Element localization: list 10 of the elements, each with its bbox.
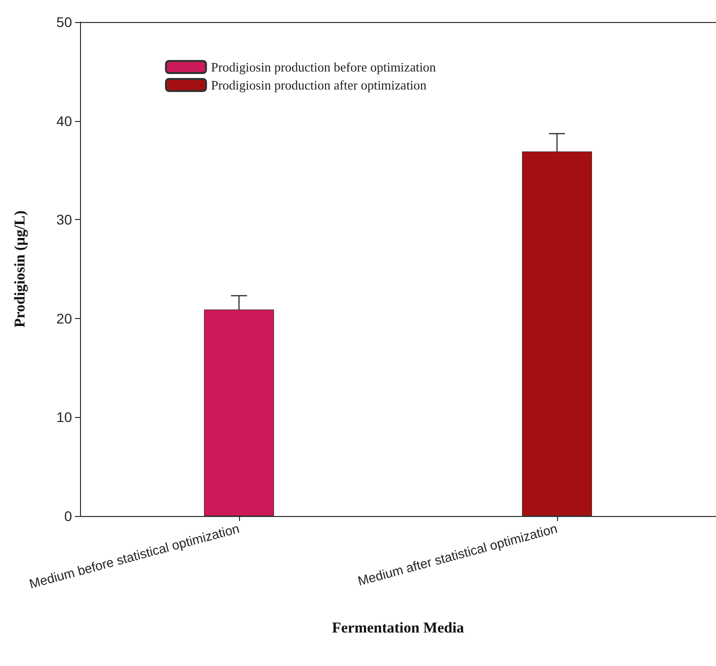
y-tick-label: 50 (56, 14, 72, 30)
y-tick-label: 20 (56, 310, 72, 326)
y-axis-title: Prodigiosin (μg/L) (12, 210, 28, 328)
legend-label: Prodigiosin production before optimization (211, 60, 436, 74)
y-tick-label: 0 (64, 508, 72, 524)
y-tick-label: 10 (56, 409, 72, 426)
y-tick-label: 30 (56, 212, 72, 228)
y-tick-label: 40 (56, 112, 72, 129)
x-axis-title: Fermentation Media (332, 620, 465, 636)
legend-label: Prodigiosin production after optimization (211, 78, 428, 92)
